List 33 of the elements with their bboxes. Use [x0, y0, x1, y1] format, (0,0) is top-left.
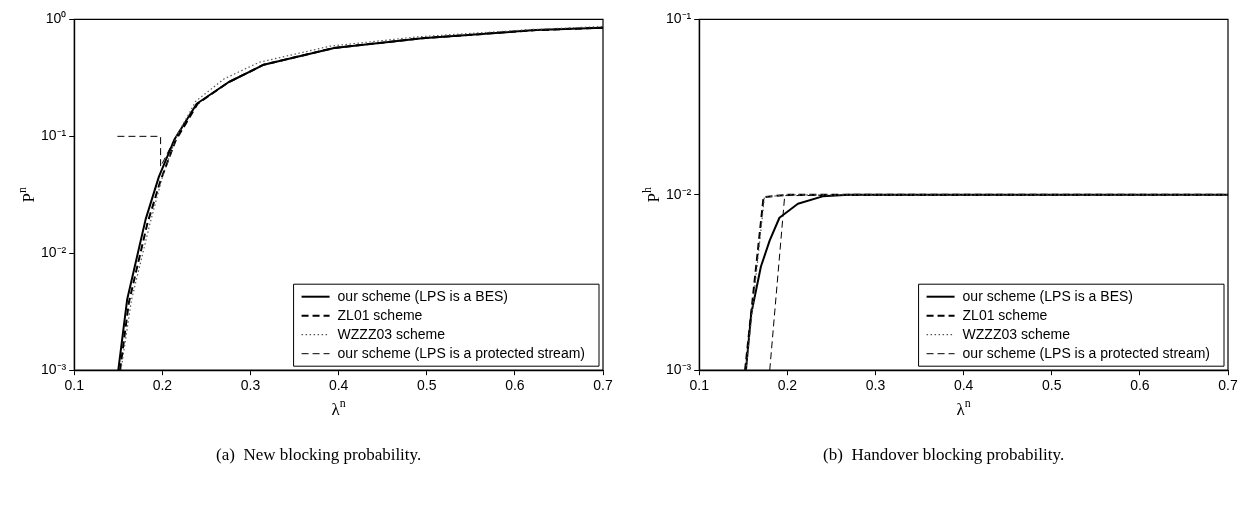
- x-tick-label: 0.2: [152, 377, 173, 394]
- legend-label: our scheme (LPS is a protected stream): [962, 344, 1210, 361]
- y-tick-label: 10⁻²: [666, 185, 692, 202]
- x-tick-label: 0.3: [240, 377, 261, 394]
- x-tick-label: 0.5: [1042, 377, 1062, 394]
- legend-label: our scheme (LPS is a protected stream): [337, 344, 585, 361]
- y-tick-label: 10⁻²: [41, 244, 67, 261]
- legend-label: WZZZ03 scheme: [337, 325, 446, 342]
- x-tick-label: 0.3: [865, 377, 886, 394]
- y-tick-label: 10⁰: [45, 10, 67, 27]
- x-tick-label: 0.6: [505, 377, 525, 394]
- y-axis-title: Pn: [14, 187, 38, 203]
- x-tick-label: 0.4: [953, 377, 974, 394]
- x-tick-label: 0.4: [328, 377, 349, 394]
- y-tick-label: 10⁻¹: [666, 10, 692, 27]
- y-tick-label: 10⁻³: [41, 361, 67, 378]
- legend-label: our scheme (LPS is a BES): [962, 287, 1133, 304]
- legend-label: ZL01 scheme: [962, 306, 1048, 323]
- x-tick-label: 0.1: [689, 377, 710, 394]
- text: (a) New blocking probability.: [216, 444, 422, 464]
- y-tick-label: 10⁻³: [666, 361, 692, 378]
- x-tick-label: 0.7: [1218, 377, 1238, 394]
- x-tick-label: 0.1: [64, 377, 85, 394]
- legend-label: WZZZ03 scheme: [962, 325, 1071, 342]
- x-tick-label: 0.7: [593, 377, 613, 394]
- x-tick-label: 0.2: [777, 377, 798, 394]
- x-tick-label: 0.6: [1130, 377, 1150, 394]
- y-tick-label: 10⁻¹: [41, 127, 67, 144]
- legend-label: ZL01 scheme: [337, 306, 423, 323]
- y-axis-title: Ph: [639, 187, 663, 203]
- text: (b) Handover blocking probability.: [823, 444, 1065, 464]
- legend-label: our scheme (LPS is a BES): [337, 287, 508, 304]
- x-tick-label: 0.5: [417, 377, 437, 394]
